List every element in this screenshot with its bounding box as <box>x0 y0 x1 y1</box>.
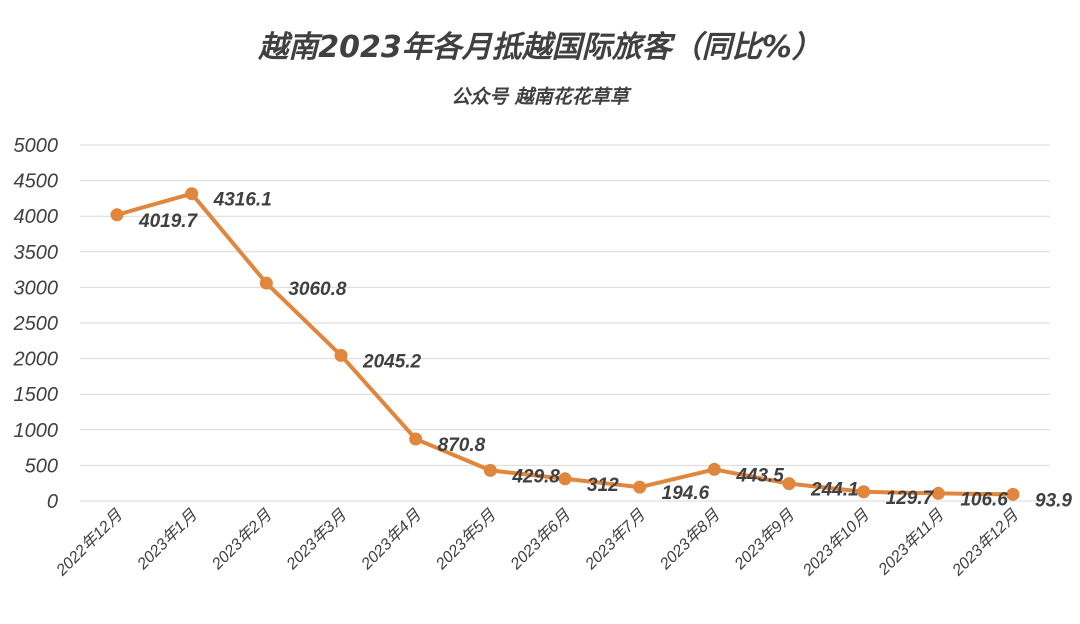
x-tick-label: 2022年12月 <box>52 505 127 580</box>
y-tick-label: 2000 <box>13 349 59 371</box>
data-point <box>259 276 273 290</box>
data-point <box>782 477 796 491</box>
x-tick-label: 2023年7月 <box>581 505 649 573</box>
series-line <box>115 191 1015 497</box>
y-tick-label: 0 <box>47 491 58 513</box>
y-tick-label: 5000 <box>14 135 59 157</box>
data-label: 194.6 <box>662 483 710 504</box>
data-label: 244.1 <box>810 480 859 501</box>
data-label: 106.6 <box>960 489 1008 510</box>
x-tick-label: 2023年6月 <box>506 505 574 573</box>
data-label: 3060.8 <box>288 279 347 300</box>
y-tick-label: 500 <box>25 455 58 477</box>
x-tick-label: 2023年10月 <box>799 505 874 580</box>
data-point <box>857 485 871 499</box>
x-tick-label: 2023年12月 <box>948 505 1023 580</box>
y-tick-label: 1000 <box>14 420 59 442</box>
data-label: 93.9 <box>1035 490 1072 511</box>
data-point <box>558 472 572 486</box>
x-tick-label: 2023年4月 <box>357 505 425 573</box>
data-point <box>633 480 647 494</box>
data-label: 443.5 <box>735 465 784 486</box>
data-label: 2045.2 <box>362 351 422 372</box>
data-point <box>1006 487 1020 501</box>
data-point <box>483 463 497 477</box>
chart-subtitle: 公众号 越南花花草草 <box>451 86 629 108</box>
x-tick-label: 2023年5月 <box>432 505 500 573</box>
y-tick-label: 4500 <box>14 171 59 193</box>
x-tick-label: 2023年2月 <box>208 505 276 573</box>
data-label: 870.8 <box>438 435 486 456</box>
chart-title: 越南2023年各月抵越国际旅客（同比%） <box>258 30 822 65</box>
x-tick-label: 2023年3月 <box>282 505 350 573</box>
y-tick-label: 3500 <box>14 242 59 264</box>
data-label: 4316.1 <box>213 190 272 211</box>
data-point <box>334 348 348 362</box>
data-point <box>110 208 124 222</box>
data-label: 129.7 <box>886 488 935 509</box>
data-label: 429.8 <box>511 466 560 487</box>
data-point <box>707 462 721 476</box>
data-point <box>931 486 945 500</box>
x-tick-label: 2023年9月 <box>730 505 798 573</box>
x-tick-label: 2023年8月 <box>656 505 724 573</box>
x-tick-label: 2023年1月 <box>133 505 201 573</box>
data-point <box>409 432 423 446</box>
data-label: 312 <box>587 475 619 496</box>
data-label: 4019.7 <box>138 211 199 232</box>
y-tick-label: 1500 <box>14 384 59 406</box>
y-tick-label: 3000 <box>14 277 59 299</box>
data-point <box>185 187 199 201</box>
y-tick-label: 2500 <box>13 313 59 335</box>
x-tick-label: 2023年11月 <box>874 505 948 579</box>
y-tick-label: 4000 <box>14 206 59 228</box>
